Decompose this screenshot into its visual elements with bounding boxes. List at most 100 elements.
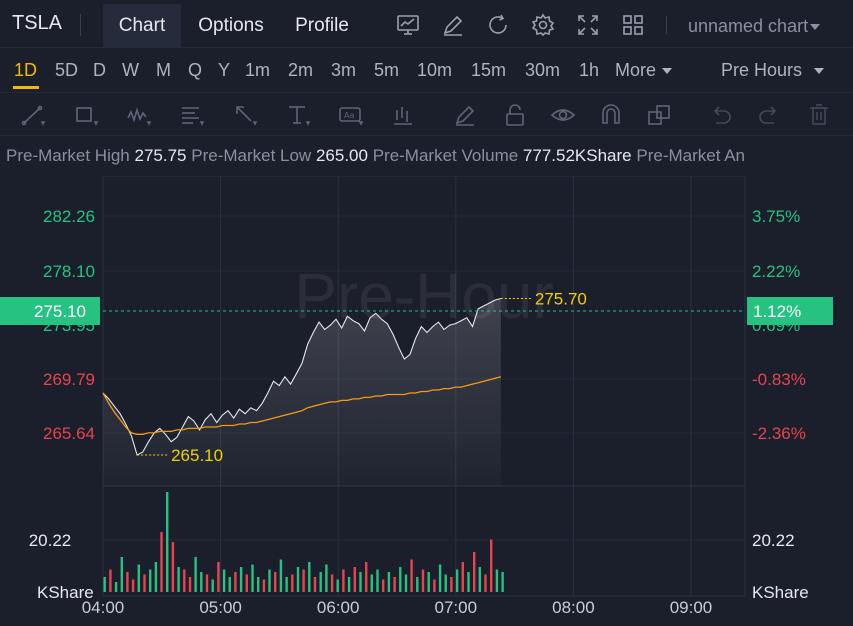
volume-bar (359, 572, 362, 592)
volume-bar (166, 492, 169, 592)
arrow-icon[interactable] (232, 102, 258, 128)
volume-bar (473, 552, 476, 592)
volume-bar (490, 539, 493, 592)
refresh-icon[interactable] (486, 13, 510, 37)
chart-name-dropdown[interactable]: unnamed chart (688, 16, 821, 37)
interval-3m[interactable]: 3m (331, 60, 357, 80)
y-tick-left: 282.26 (43, 207, 95, 226)
volume-bar (455, 569, 459, 592)
layout-grid-icon[interactable] (621, 13, 645, 37)
y-tick-right: -2.36% (752, 424, 806, 443)
chevron-down-icon (662, 68, 673, 75)
text-icon[interactable] (285, 102, 311, 128)
volume-bar (194, 557, 197, 592)
interval-1h[interactable]: 1h (579, 60, 600, 80)
interval-2m[interactable]: 2m (288, 60, 314, 80)
volume-bar (222, 569, 226, 592)
lock-icon[interactable] (502, 102, 528, 128)
volume-bar (143, 574, 146, 592)
premarket-high-value: 275.75 (134, 146, 187, 165)
symbol-label[interactable]: TSLA (12, 12, 63, 34)
interval-15m[interactable]: 15m (471, 60, 507, 80)
x-tick: 04:00 (82, 598, 125, 617)
volume-bar (274, 572, 277, 592)
volume-bar (382, 579, 385, 592)
volume-bar (251, 564, 254, 592)
fullscreen-icon[interactable] (576, 13, 600, 37)
current-pct-badge (747, 297, 833, 325)
interval-d[interactable]: D (93, 60, 106, 80)
volume-bar (137, 564, 140, 592)
volume-tick-right: 20.22 (752, 531, 795, 550)
bar-pattern-icon[interactable] (391, 102, 417, 128)
session-dropdown[interactable]: Pre Hours (721, 60, 825, 81)
more-intervals-dropdown[interactable]: More (615, 60, 673, 81)
trash-icon[interactable] (806, 102, 832, 128)
tab-profile[interactable]: Profile (295, 15, 349, 36)
high-value-label: 275.70 (535, 290, 587, 309)
eye-icon[interactable] (550, 102, 576, 128)
tab-chart[interactable]: Chart (103, 4, 181, 48)
volume-bar (200, 572, 203, 592)
interval-5d[interactable]: 5D (55, 60, 79, 80)
volume-bar (393, 577, 396, 592)
brush-icon[interactable] (452, 102, 478, 128)
x-axis: 04:00 05:00 06:00 07:00 08:00 09:00 (82, 598, 713, 617)
volume-bar (399, 567, 402, 592)
volume-bar (495, 569, 499, 592)
volume-bar (114, 582, 118, 592)
volume-bar (347, 577, 351, 592)
interval-1d[interactable]: 1D (14, 60, 38, 80)
volume-bar (336, 579, 339, 592)
svg-text:Aa: Aa (344, 111, 354, 120)
note-icon[interactable]: Aa (338, 102, 364, 128)
volume-bar (239, 567, 243, 592)
settings-icon[interactable] (531, 13, 555, 37)
draw-icon[interactable] (441, 13, 465, 37)
premarket-amount-label: Pre-Market An (636, 146, 746, 165)
premarket-volume-value: 777.52KShare (522, 146, 632, 165)
volume-bar (416, 577, 419, 592)
interval-5m[interactable]: 5m (374, 60, 400, 80)
chevron-down-icon (810, 24, 821, 31)
interval-1m[interactable]: 1m (245, 60, 271, 80)
redo-icon[interactable] (756, 102, 782, 128)
divider (666, 16, 667, 34)
rectangle-icon[interactable] (73, 102, 99, 128)
premarket-low-value: 265.00 (315, 146, 368, 165)
volume-bar (444, 574, 447, 592)
magnet-icon[interactable] (598, 102, 624, 128)
interval-y[interactable]: Y (218, 60, 231, 80)
interval-m[interactable]: M (156, 60, 171, 80)
top-bar: TSLA Chart Options Profile unnamed chart (0, 0, 853, 48)
fibonacci-icon[interactable] (179, 102, 205, 128)
y-tick-right: -0.83% (752, 370, 806, 389)
volume-bar (370, 574, 373, 592)
undo-icon[interactable] (708, 102, 734, 128)
volume-bar (228, 577, 231, 592)
premarket-low-label: Pre-Market Low (191, 146, 312, 165)
price-chart[interactable]: Pre-Hour 275.70 265.10 282.26278.10273.9… (0, 176, 853, 626)
interval-30m[interactable]: 30m (525, 60, 561, 80)
pattern-icon[interactable] (126, 102, 152, 128)
premarket-volume-label: Pre-Market Volume (372, 146, 519, 165)
volume-bar (478, 567, 481, 592)
y-tick-left: 269.79 (43, 370, 95, 389)
volume-bar (268, 569, 271, 592)
average-line (102, 376, 502, 435)
clone-icon[interactable] (646, 102, 672, 128)
volume-bars (103, 492, 504, 592)
volume-unit-right: KShare (752, 583, 809, 602)
interval-bar: 1D 5D D W M Q Y 1m 2m 3m 5m 10m 15m 30m … (0, 48, 853, 92)
interval-10m[interactable]: 10m (417, 60, 453, 80)
interval-q[interactable]: Q (188, 60, 203, 80)
tab-options[interactable]: Options (198, 15, 264, 36)
volume-bar (257, 577, 260, 592)
x-tick: 05:00 (199, 598, 242, 617)
interval-w[interactable]: W (122, 60, 139, 80)
chart-name-label: unnamed chart (688, 16, 809, 36)
indicator-icon[interactable] (396, 13, 420, 37)
current-price-badge-text: 275.10 (34, 302, 86, 321)
volume-bar (433, 579, 436, 592)
trend-line-icon[interactable] (20, 102, 46, 128)
